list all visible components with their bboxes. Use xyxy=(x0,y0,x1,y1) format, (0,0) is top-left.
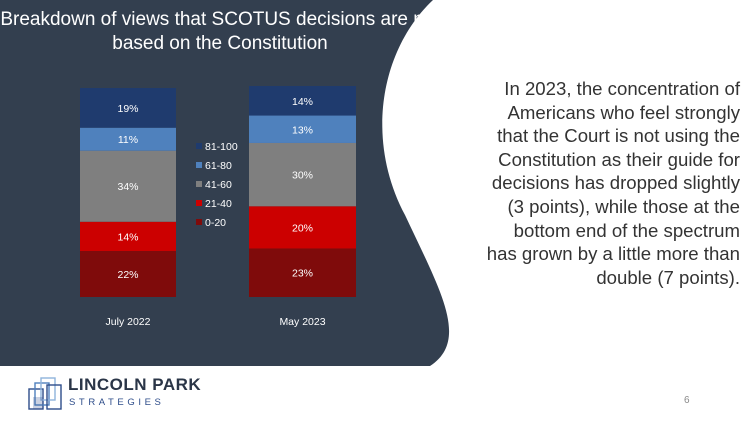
logo-name: LINCOLN PARK xyxy=(68,375,202,394)
commentary-line-5: decisions has dropped slightly xyxy=(491,172,740,194)
legend-label: 81-100 xyxy=(205,141,238,153)
logo-subtitle: STRATEGIES xyxy=(69,397,165,408)
legend-swatch xyxy=(196,200,202,206)
legend-swatch xyxy=(196,181,202,187)
page-number: 6 xyxy=(684,395,690,406)
commentary-line-6: (3 points), while those at the xyxy=(507,195,740,217)
legend: 81-100 61-80 41-60 21-40 0-20 xyxy=(196,141,238,229)
data-label: 34% xyxy=(117,181,138,193)
legend-label: 0-20 xyxy=(205,217,226,229)
legend-swatch xyxy=(196,219,202,225)
legend-label: 21-40 xyxy=(205,198,232,210)
bar-segment-0-20-may-2023 xyxy=(249,248,356,297)
data-label: 14% xyxy=(117,231,138,243)
legend-swatch xyxy=(196,162,202,168)
category-label: May 2023 xyxy=(279,316,325,328)
company-logo: LINCOLN PARK STRATEGIES xyxy=(27,375,227,415)
bar-segment-21-40-july-2022 xyxy=(80,221,176,252)
legend-swatch xyxy=(196,143,202,149)
bar-segment-21-40-may-2023 xyxy=(249,206,356,249)
commentary-line-9: double (7 points). xyxy=(596,266,740,288)
commentary-line-2: Americans who feel strongly xyxy=(507,101,740,123)
bar-segment-61-80-july-2022 xyxy=(80,127,176,151)
data-label: 22% xyxy=(117,269,138,281)
commentary-line-4: Constitution as their guide for xyxy=(498,148,740,170)
commentary-line-8: has grown by a little more than xyxy=(486,243,740,265)
category-labels: July 2022 May 2023 xyxy=(106,316,326,328)
data-label: 13% xyxy=(292,124,313,136)
title-line-1: Breakdown of views that SCOTUS decisions… xyxy=(0,9,440,30)
bar-segment-81-100-july-2022 xyxy=(80,88,176,128)
data-label: 11% xyxy=(118,134,138,146)
legend-label: 41-60 xyxy=(205,179,232,191)
bar-segment-61-80-may-2023 xyxy=(249,115,356,143)
legend-label: 61-80 xyxy=(205,160,232,172)
commentary-line-1: In 2023, the concentration of xyxy=(504,78,740,99)
data-label: 30% xyxy=(292,170,313,182)
commentary-line-3: that the Court is not using the xyxy=(497,125,740,147)
bar-segment-81-100-may-2023 xyxy=(249,86,356,116)
data-label: 19% xyxy=(117,103,138,115)
data-label: 20% xyxy=(292,222,313,234)
bar-segments xyxy=(80,86,356,297)
commentary-line-7: bottom end of the spectrum xyxy=(513,219,740,241)
bar-segment-0-20-july-2022 xyxy=(80,251,176,297)
bar-segment-41-60-may-2023 xyxy=(249,142,356,207)
chart-title: Breakdown of views that SCOTUS decisions… xyxy=(0,8,440,56)
segment-labels: 22% 14% 34% 11% 19% 23% 20% 30% 13% 14% xyxy=(117,96,313,281)
stacked-bar-chart: 22% 14% 34% 11% 19% 23% 20% 30% 13% 14% July 2022… xyxy=(80,86,356,328)
title-line-2: based on the Constitution xyxy=(112,33,328,54)
logo-mark-icon xyxy=(28,377,62,410)
category-label: July 2022 xyxy=(106,316,151,328)
data-label: 14% xyxy=(292,96,313,108)
commentary-text: In 2023, the concentration of Americans … xyxy=(470,77,740,289)
data-label: 23% xyxy=(292,268,313,280)
bar-segment-41-60-july-2022 xyxy=(80,150,176,222)
